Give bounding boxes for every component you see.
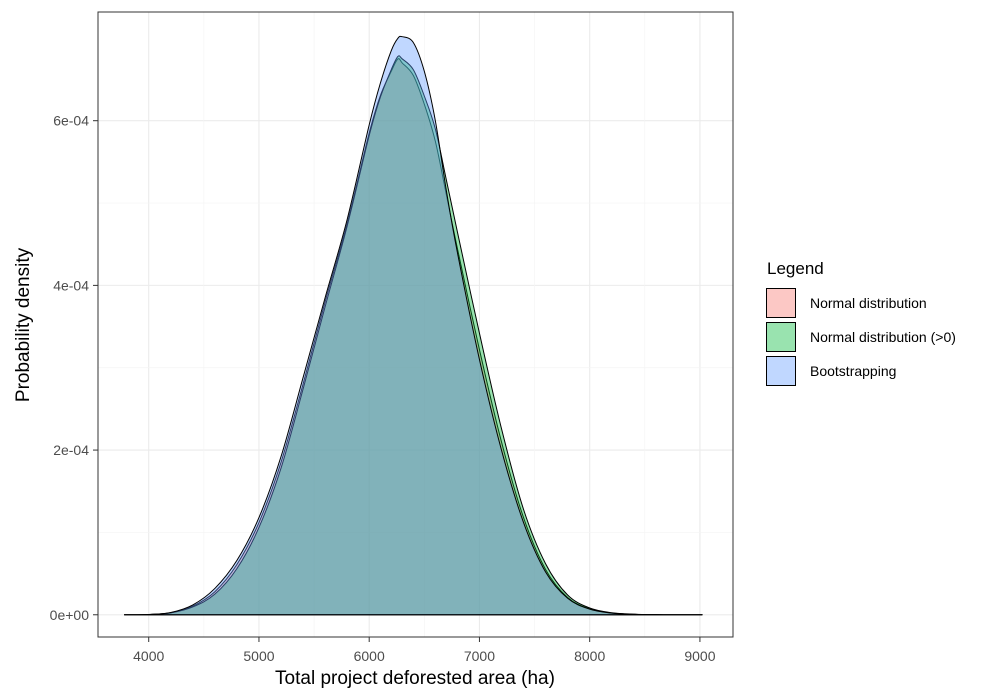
legend-key-normal [766,288,796,318]
legend-item-normal: Normal distribution [766,286,956,320]
grid-lines [98,12,733,637]
legend-key-normal-positive [766,322,796,352]
y-axis-ticks: 0e+00 2e-04 4e-04 6e-04 [50,113,98,623]
y-tick-label: 0e+00 [50,607,90,623]
x-tick-label: 9000 [684,648,715,664]
x-tick-label: 5000 [243,648,274,664]
legend-label-normal-positive: Normal distribution (>0) [810,329,956,345]
legend-label-bootstrapping: Bootstrapping [810,363,897,379]
x-tick-label: 4000 [133,648,164,664]
x-axis-title: Total project deforested area (ha) [275,668,555,689]
legend: Legend Normal distribution Normal distri… [766,259,956,388]
legend-key-bootstrapping [766,356,796,386]
x-tick-label: 6000 [354,648,385,664]
x-tick-label: 8000 [574,648,605,664]
legend-item-bootstrapping: Bootstrapping [766,354,956,388]
y-tick-label: 2e-04 [53,442,89,458]
y-axis-title: Probability density [13,247,34,402]
legend-item-normal-positive: Normal distribution (>0) [766,320,956,354]
density-area-normal-positive [123,55,703,616]
legend-label-normal: Normal distribution [810,295,927,311]
density-areas [123,35,703,616]
legend-title: Legend [767,259,824,278]
x-axis-ticks: 4000 5000 6000 7000 8000 9000 [133,637,716,664]
y-tick-label: 4e-04 [53,277,89,293]
y-tick-label: 6e-04 [53,113,89,129]
x-tick-label: 7000 [464,648,495,664]
density-area-bootstrapping [123,35,703,616]
plot-panel-border [97,11,734,638]
